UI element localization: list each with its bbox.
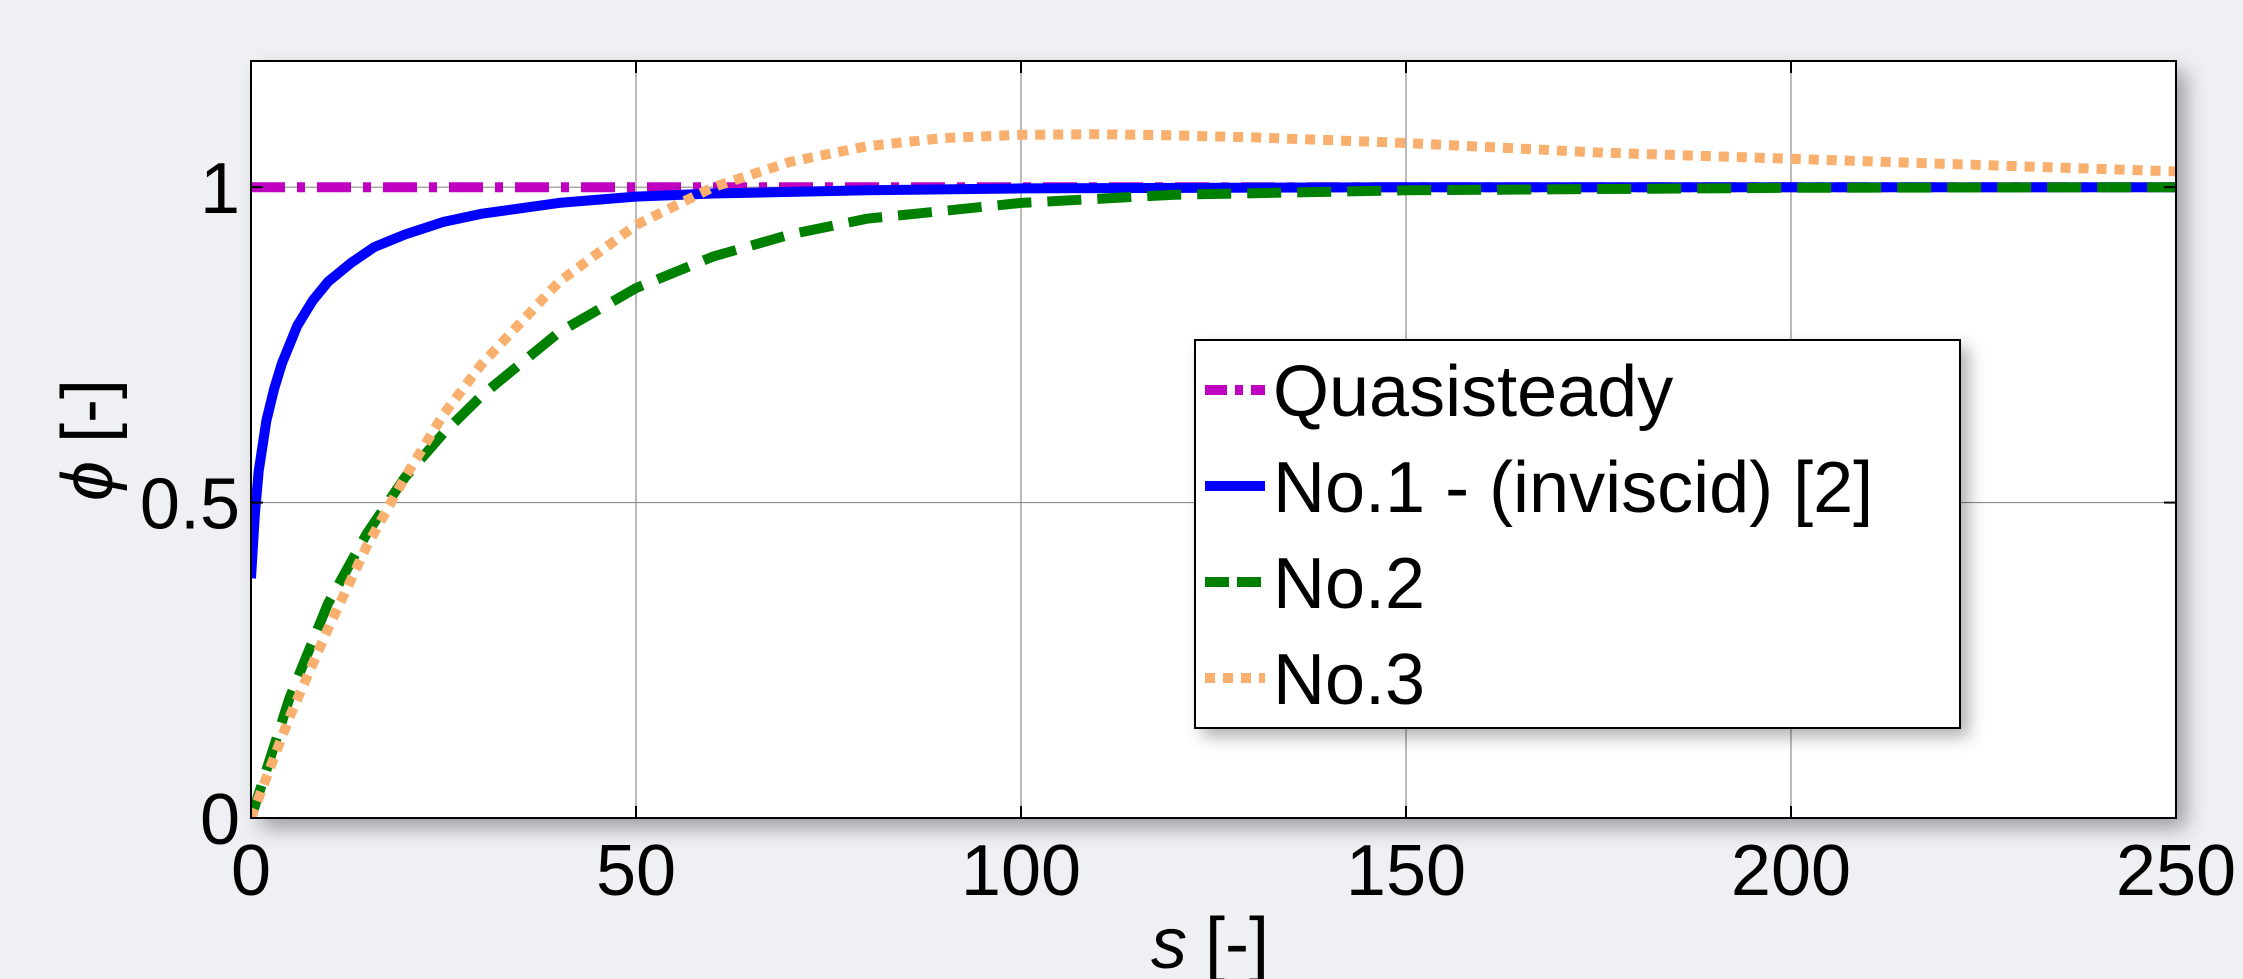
legend-label-no-1-inviscid-2: No.1 - (inviscid) [2] bbox=[1273, 448, 1873, 528]
x-tick-label: 50 bbox=[596, 831, 676, 911]
legend: Quasisteady No.1 - (inviscid) [2] No.2 No.3 bbox=[1194, 339, 1961, 729]
x-tick-label: 250 bbox=[2116, 831, 2236, 911]
legend-label-no-2: No.2 bbox=[1273, 544, 1425, 624]
series-line-no-3 bbox=[251, 129, 2176, 818]
y-tick-label: 0 bbox=[200, 780, 240, 860]
y-axis-label: ϕ [-] bbox=[48, 379, 128, 501]
y-axis-var: ϕ bbox=[48, 461, 128, 501]
series-line-no-2 bbox=[251, 182, 2176, 818]
plot-frame bbox=[250, 60, 2177, 819]
legend-label-no-3: No.3 bbox=[1273, 640, 1425, 720]
x-axis-unit: [-] bbox=[1205, 904, 1269, 979]
x-axis-var: s bbox=[1151, 904, 1187, 979]
legend-box bbox=[1194, 339, 1961, 729]
x-axis-label: s [-] bbox=[1151, 904, 1269, 979]
series-line-no-1-inviscid-2 bbox=[251, 182, 2176, 579]
y-tick-label: 1 bbox=[200, 149, 240, 229]
x-tick-label: 150 bbox=[1346, 831, 1466, 911]
ticks bbox=[250, 61, 2177, 819]
series-layer bbox=[251, 129, 2176, 818]
x-tick-label: 200 bbox=[1731, 831, 1851, 911]
x-tick-label: 100 bbox=[961, 831, 1081, 911]
y-tick-label: 0.5 bbox=[140, 465, 240, 545]
legend-label-quasisteady: Quasisteady bbox=[1273, 352, 1673, 432]
tick-labels: 0 50 100 150 200 250 0 0.5 1 bbox=[140, 149, 2236, 911]
x-tick-label: 0 bbox=[231, 831, 271, 911]
y-axis-unit: [-] bbox=[48, 379, 128, 443]
